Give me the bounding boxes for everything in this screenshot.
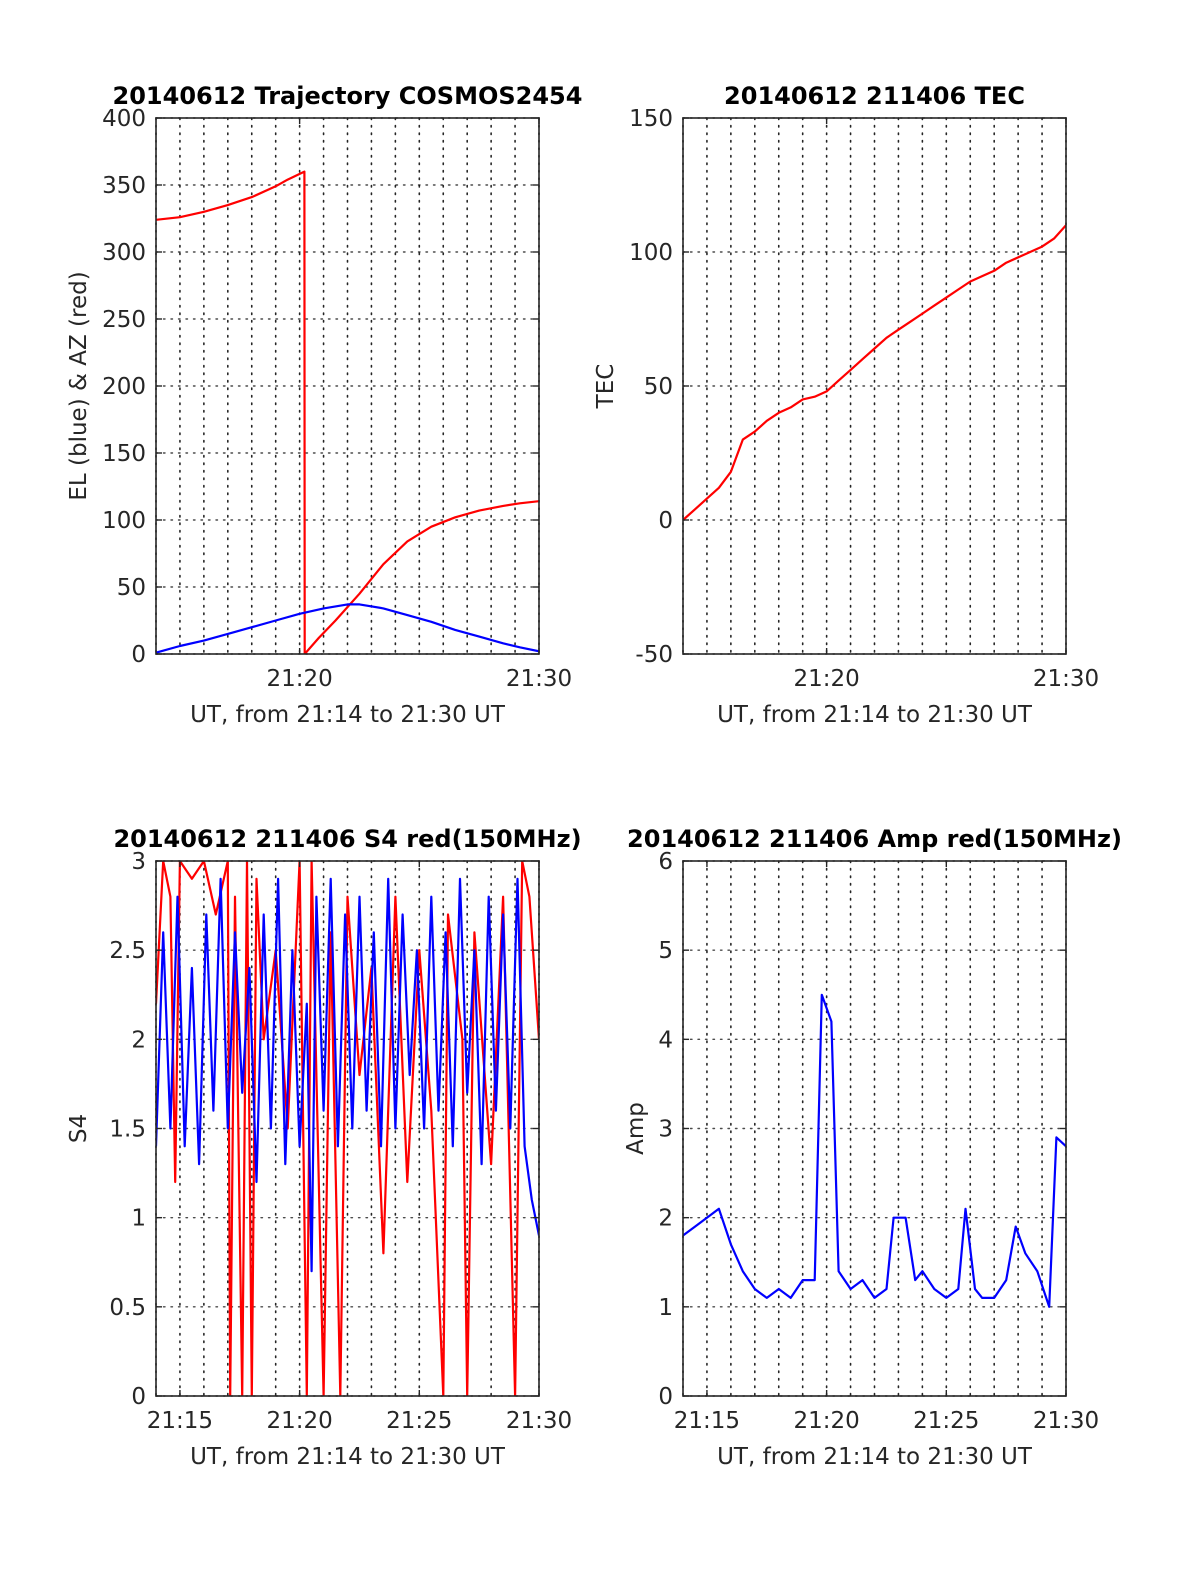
amp-ytick-label-5: 5: [658, 938, 673, 964]
s4-xtick-label-3: 21:30: [506, 1408, 572, 1434]
trajectory-ytick-label-8: 400: [102, 106, 146, 132]
trajectory-xtick-label-1: 21:30: [506, 666, 572, 692]
amp-series-line-0: [683, 993, 1066, 1308]
trajectory-ytick-label-7: 350: [102, 173, 146, 199]
trajectory-ytick-label-5: 250: [102, 307, 146, 333]
tec-panel: -50 0 50 100 150 21:20 21:30 20140612 211406 TE…: [593, 82, 1099, 728]
trajectory-axes-frame: [155, 117, 540, 655]
tec-series-line-0: [683, 224, 1066, 521]
trajectory-xlabel: UT, from 21:14 to 21:30 UT: [190, 702, 506, 728]
amp-ytick-label-4: 4: [658, 1027, 673, 1053]
s4-series-line-1: [156, 877, 539, 1273]
amp-ylabel: Amp: [623, 1102, 649, 1155]
amp-xtick-label-0: 21:15: [674, 1408, 740, 1434]
amp-panel: 0 1 2 3 4 5 6 21:15 21:20 21:25 21:30 20140612 2114…: [623, 825, 1122, 1470]
s4-xlabel: UT, from 21:14 to 21:30 UT: [190, 1444, 506, 1470]
amp-title: 20140612 211406 Amp red(150MHz): [627, 825, 1122, 853]
s4-ytick-label-2: 1: [131, 1206, 146, 1232]
tec-ytick-label-1: 0: [658, 508, 673, 534]
amp-xtick-label-1: 21:20: [793, 1408, 859, 1434]
tec-xlabel: UT, from 21:14 to 21:30 UT: [717, 702, 1033, 728]
s4-ytick-label-5: 2.5: [109, 938, 146, 964]
s4-ytick-label-1: 0.5: [109, 1295, 146, 1321]
amp-ytick-label-0: 0: [658, 1384, 673, 1410]
trajectory-ylabel: EL (blue) & AZ (red): [66, 271, 92, 500]
amp-xtick-label-3: 21:30: [1033, 1408, 1099, 1434]
trajectory-series-line-0: [156, 170, 539, 654]
s4-xtick-label-2: 21:25: [386, 1408, 452, 1434]
s4-ytick-label-4: 2: [131, 1027, 146, 1053]
s4-ytick-label-6: 3: [131, 849, 146, 875]
tec-axes-frame: [682, 117, 1067, 655]
tec-ylabel: TEC: [593, 364, 619, 410]
s4-ytick-label-0: 0: [131, 1384, 146, 1410]
tec-xtick-label-0: 21:20: [793, 666, 859, 692]
trajectory-ytick-label-4: 200: [102, 374, 146, 400]
trajectory-panel: 0 50 100 150 200 250 300 350 400 21:20 21:30 201406…: [66, 82, 582, 728]
tec-ytick-label-3: 100: [629, 240, 673, 266]
tec-title: 20140612 211406 TEC: [724, 82, 1025, 110]
trajectory-series-line-1: [156, 603, 539, 654]
s4-ytick-label-3: 1.5: [109, 1117, 146, 1143]
trajectory-xtick-label-0: 21:20: [266, 666, 332, 692]
amp-ytick-label-1: 1: [658, 1295, 673, 1321]
tec-ytick-label-2: 50: [644, 374, 673, 400]
amp-xtick-label-2: 21:25: [913, 1408, 979, 1434]
trajectory-ytick-label-2: 100: [102, 508, 146, 534]
amp-ytick-label-6: 6: [658, 849, 673, 875]
s4-xtick-label-1: 21:20: [266, 1408, 332, 1434]
s4-ylabel: S4: [66, 1114, 92, 1143]
s4-xtick-label-0: 21:15: [147, 1408, 213, 1434]
trajectory-ytick-label-1: 50: [117, 575, 146, 601]
amp-axes-frame: [682, 860, 1067, 1397]
amp-ytick-label-3: 3: [658, 1117, 673, 1143]
s4-series-line-0: [156, 861, 539, 1396]
tec-ytick-label-4: 150: [629, 106, 673, 132]
trajectory-ytick-label-3: 150: [102, 441, 146, 467]
trajectory-ytick-label-6: 300: [102, 240, 146, 266]
amp-ytick-label-2: 2: [658, 1206, 673, 1232]
amp-xlabel: UT, from 21:14 to 21:30 UT: [717, 1444, 1033, 1470]
s4-title: 20140612 211406 S4 red(150MHz): [113, 825, 581, 853]
tec-ytick-label-0: -50: [635, 642, 673, 668]
trajectory-title: 20140612 Trajectory COSMOS2454: [113, 82, 583, 110]
trajectory-ytick-label-0: 0: [131, 642, 146, 668]
s4-panel: 0 0.5 1 1.5 2 2.5 3 21:15 21:20 21:25 21:30 2014061…: [66, 825, 582, 1470]
tec-xtick-label-1: 21:30: [1033, 666, 1099, 692]
